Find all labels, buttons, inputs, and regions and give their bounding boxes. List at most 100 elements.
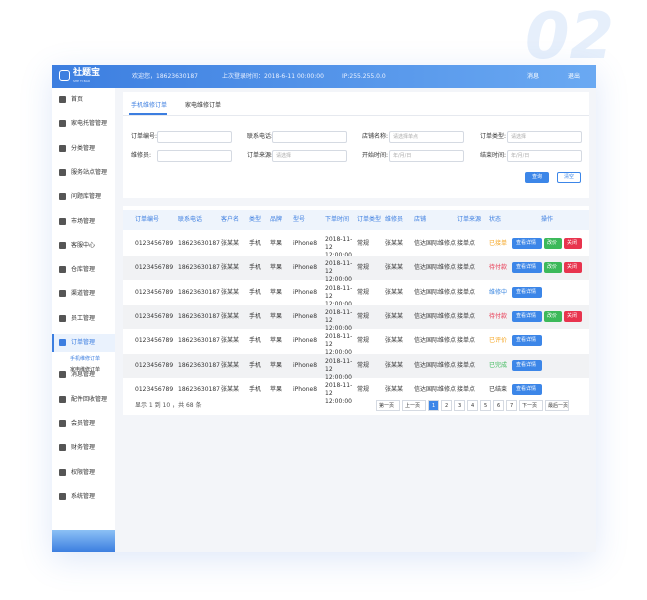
action-button[interactable]: 查看详情 [512, 359, 542, 371]
table-cell: iPhone8 [293, 385, 318, 393]
action-button[interactable]: 关闭 [564, 262, 582, 274]
table-cell: 0123456789 [135, 312, 174, 320]
action-button[interactable]: 改价 [544, 310, 562, 322]
menu-item[interactable]: 服务站点管理 [71, 168, 108, 176]
menu-item[interactable]: 仓库管理 [71, 266, 96, 274]
table-cell: iPhone8 [293, 337, 318, 345]
column-header: 联系电话 [178, 216, 203, 223]
page-button[interactable]: 下一页 [519, 400, 543, 411]
clear-text: 清空 [564, 174, 575, 180]
menu-item[interactable]: 家电托管管理 [71, 120, 108, 128]
filter-input[interactable] [157, 131, 232, 143]
table-header-bg [123, 210, 589, 230]
tab-divider [123, 115, 589, 116]
logo-subtitle: SHE TI BAO [73, 79, 91, 83]
menu-item[interactable]: 消息管理 [71, 371, 96, 379]
action-button[interactable]: 查看详情 [512, 238, 542, 249]
menu-item[interactable]: 市场管理 [71, 217, 96, 225]
menu-icon [59, 444, 66, 452]
page-button[interactable]: 最后一页 [545, 400, 569, 411]
action-button[interactable]: 关闭 [564, 310, 582, 322]
action-button[interactable]: 查看详情 [512, 335, 542, 347]
filter-input[interactable]: 年/月/日 [507, 150, 582, 162]
submenu-item[interactable]: 手机维修订单 [70, 356, 101, 363]
page-button[interactable]: 1 [428, 400, 439, 411]
summary: 显示 1 到 10 ，共 68 条 [135, 402, 202, 409]
action-button[interactable]: 关闭 [564, 238, 582, 249]
filter-input[interactable]: 请选择 [507, 131, 582, 143]
menu-icon [59, 468, 66, 476]
action-button[interactable]: 改价 [544, 238, 562, 249]
column-header: 客户名 [221, 216, 240, 223]
tab-underline [129, 113, 167, 115]
menu-item[interactable]: 权限管理 [71, 468, 96, 476]
table-cell: 接单点 [457, 312, 476, 320]
table-cell: 张某某 [385, 288, 404, 296]
table-cell: 张某某 [221, 361, 240, 369]
action-text: 查看详情 [516, 264, 537, 271]
filter-input[interactable]: 年/月/日 [389, 150, 464, 162]
page-button[interactable]: 上一页 [402, 400, 426, 411]
page-button[interactable]: 7 [506, 400, 517, 411]
table-cell: 0123456789 [135, 264, 174, 272]
menu-item[interactable]: 分类管理 [71, 144, 96, 152]
table-cell: 2018-11-12 12:00:00 [325, 333, 353, 356]
page-button[interactable]: 5 [480, 400, 491, 411]
action-button[interactable]: 查看详情 [512, 286, 542, 298]
page-button[interactable]: 第一页 [376, 400, 400, 411]
table-cell: 张某某 [221, 288, 240, 296]
menu-item[interactable]: 会员管理 [71, 419, 96, 427]
menu-item[interactable]: 系统管理 [71, 492, 96, 500]
table-cell: 手机 [249, 312, 262, 320]
row-bg [123, 256, 589, 281]
action-button[interactable]: 查看详情 [512, 310, 542, 322]
logo-name: 社题宝 [73, 68, 101, 78]
column-header: 维修员 [385, 216, 404, 223]
submenu-item[interactable]: 家电维修订单 [70, 367, 101, 374]
menu-icon [59, 266, 66, 274]
logout[interactable]: 退出 [568, 73, 581, 80]
menu-icon [59, 371, 66, 379]
table-cell: 信达国际维修点 [414, 288, 457, 296]
status: 待付款 [489, 312, 508, 320]
filter-label: 店铺名称: [362, 133, 389, 140]
menu-item[interactable]: 配件回收管理 [71, 395, 108, 403]
menu-item[interactable]: 客服中心 [71, 241, 96, 249]
filter-input[interactable] [157, 150, 232, 162]
menu-icon [59, 144, 66, 152]
messages[interactable]: 消息 [527, 73, 540, 80]
menu-icon [59, 120, 66, 128]
page-button[interactable]: 3 [454, 400, 465, 411]
menu-item[interactable]: 订单管理 [71, 339, 96, 346]
column-header: 店铺 [414, 216, 427, 223]
menu-item[interactable]: 渠道管理 [71, 290, 96, 298]
table-cell: 接单点 [457, 337, 476, 345]
status: 已评价 [489, 337, 508, 345]
action-button[interactable]: 查看详情 [512, 262, 542, 274]
filter-input[interactable] [272, 131, 347, 143]
page-button[interactable]: 2 [441, 400, 452, 411]
filter-input[interactable]: 请选择 [272, 150, 347, 162]
menu-item[interactable]: 员工管理 [71, 314, 96, 322]
table-cell: 手机 [249, 337, 262, 345]
action-button[interactable]: 改价 [544, 262, 562, 274]
filter-input[interactable]: 请选择单点 [389, 131, 464, 143]
table-cell: 18623630187 [178, 264, 220, 272]
active-bar [52, 334, 115, 352]
search-button[interactable]: 查询 [525, 172, 549, 183]
clear-button[interactable]: 清空 [557, 172, 581, 183]
table-cell: 2018-11-12 12:00:00 [325, 260, 353, 284]
menu-item[interactable]: 首页 [71, 96, 84, 103]
menu-item[interactable]: 问题库管理 [71, 193, 102, 201]
column-header: 品牌 [270, 216, 283, 223]
page-button[interactable]: 4 [467, 400, 478, 411]
filter-label: 维修员: [131, 152, 152, 159]
table-cell: 苹果 [270, 288, 283, 296]
tab[interactable]: 家电维修订单 [185, 102, 222, 109]
menu-item[interactable]: 财务管理 [71, 444, 96, 452]
action-button[interactable]: 查看详情 [512, 383, 542, 395]
page-button[interactable]: 6 [493, 400, 504, 411]
watermark: 02 [525, 0, 615, 74]
tab[interactable]: 手机维修订单 [131, 102, 168, 109]
